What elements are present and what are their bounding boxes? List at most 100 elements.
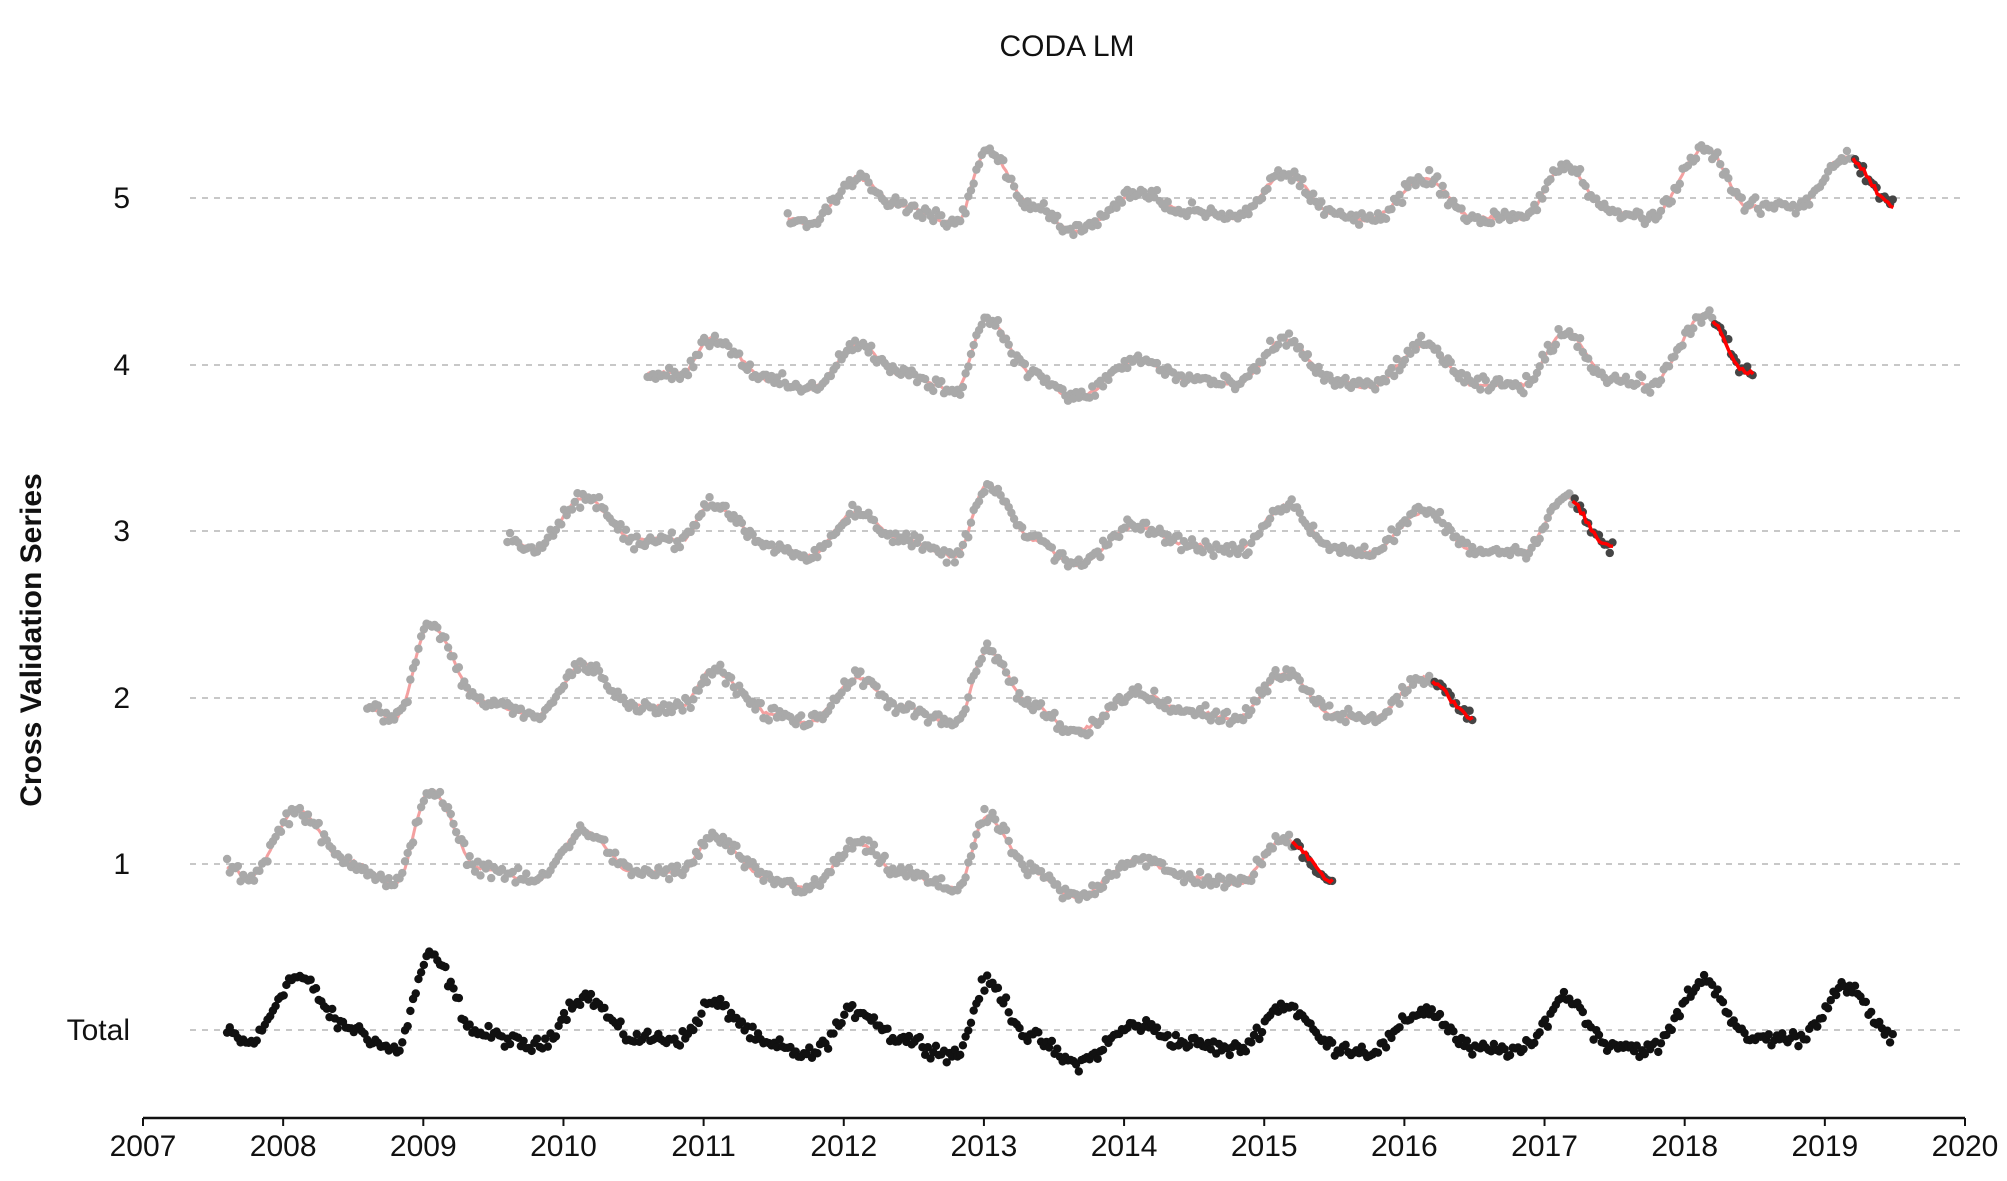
- train-point: [1842, 146, 1852, 156]
- train-point: [966, 851, 976, 861]
- train-point: [1389, 536, 1399, 546]
- train-point: [966, 518, 976, 527]
- train-point: [1689, 324, 1698, 333]
- data-point: [1543, 1022, 1552, 1031]
- train-point: [705, 493, 714, 502]
- data-point: [721, 1000, 730, 1010]
- data-point: [1468, 1050, 1477, 1059]
- data-point: [1241, 1047, 1251, 1056]
- data-point: [1001, 993, 1011, 1002]
- train-point: [559, 681, 569, 691]
- train-point: [1158, 859, 1167, 868]
- train-point: [1540, 185, 1550, 194]
- data-point: [519, 1036, 528, 1046]
- train-point: [1306, 687, 1315, 696]
- train-point: [600, 674, 609, 684]
- data-point: [1713, 985, 1722, 994]
- train-point: [1257, 860, 1267, 869]
- train-point: [416, 632, 426, 641]
- data-point: [1875, 1017, 1884, 1027]
- train-point: [988, 808, 997, 818]
- train-point: [902, 529, 911, 538]
- train-point: [567, 505, 577, 514]
- train-point: [869, 840, 879, 850]
- train-point: [732, 841, 741, 851]
- data-point: [449, 984, 458, 993]
- train-point: [1174, 531, 1183, 540]
- train-point: [1198, 548, 1207, 557]
- train-point: [1257, 194, 1267, 203]
- data-point: [411, 989, 420, 998]
- train-point: [678, 706, 687, 715]
- train-point: [497, 864, 507, 874]
- train-point: [856, 667, 865, 676]
- data-point: [1662, 1030, 1671, 1040]
- data-point: [311, 984, 321, 993]
- train-point: [1090, 391, 1100, 400]
- train-point: [1239, 715, 1248, 725]
- data-point: [694, 1018, 703, 1028]
- data-point: [1373, 1048, 1383, 1057]
- train-point: [263, 857, 272, 866]
- train-point: [1821, 174, 1830, 183]
- train-point: [1141, 518, 1151, 527]
- data-point: [1519, 1044, 1528, 1054]
- data-point: [1290, 1002, 1299, 1011]
- x-tick-label: 2016: [1371, 1130, 1438, 1163]
- forecast-line: [1291, 840, 1334, 885]
- train-point: [1217, 716, 1226, 725]
- train-point: [1751, 193, 1760, 202]
- train-point: [1036, 866, 1046, 876]
- train-point: [929, 386, 938, 396]
- train-point: [1538, 194, 1547, 203]
- train-point: [1341, 717, 1350, 727]
- train-point: [460, 838, 469, 848]
- train-point: [1411, 345, 1420, 354]
- data-point: [1724, 1009, 1733, 1018]
- data-point: [1813, 1022, 1822, 1031]
- x-tick-label: 2007: [110, 1130, 177, 1163]
- series-2: [363, 619, 1477, 740]
- train-point: [937, 874, 946, 883]
- train-point: [557, 520, 566, 529]
- train-point: [513, 863, 523, 873]
- train-point: [1120, 523, 1129, 532]
- train-point: [710, 331, 720, 341]
- train-point: [1303, 350, 1313, 359]
- data-point: [829, 1029, 838, 1038]
- train-point: [600, 504, 609, 513]
- data-point: [1044, 1043, 1054, 1052]
- train-point: [791, 720, 800, 729]
- train-point: [276, 827, 286, 836]
- train-point: [673, 861, 682, 871]
- train-point: [1433, 172, 1442, 181]
- train-point: [1247, 706, 1256, 715]
- train-point: [686, 527, 695, 537]
- data-point: [505, 1039, 515, 1049]
- train-point: [726, 673, 736, 682]
- data-point: [271, 1001, 280, 1011]
- train-point: [1152, 358, 1162, 368]
- train-point: [964, 362, 973, 371]
- train-point: [832, 361, 841, 371]
- data-point: [966, 1018, 976, 1028]
- train-point: [969, 340, 978, 350]
- train-point: [1441, 190, 1450, 199]
- train-point: [1055, 720, 1065, 729]
- data-point: [1888, 1029, 1897, 1039]
- train-point: [974, 497, 984, 506]
- data-point: [1427, 1005, 1437, 1014]
- train-point: [737, 518, 747, 528]
- train-point: [594, 666, 604, 675]
- train-point: [551, 525, 561, 535]
- train-point: [1163, 530, 1172, 540]
- train-point: [929, 216, 938, 226]
- train-point: [1424, 671, 1434, 681]
- train-point: [1532, 368, 1542, 378]
- train-point: [805, 719, 814, 729]
- train-point: [1020, 359, 1030, 369]
- train-point: [991, 815, 1000, 824]
- train-point: [1187, 198, 1197, 207]
- train-point: [667, 528, 677, 537]
- x-tick-label: 2019: [1791, 1130, 1858, 1163]
